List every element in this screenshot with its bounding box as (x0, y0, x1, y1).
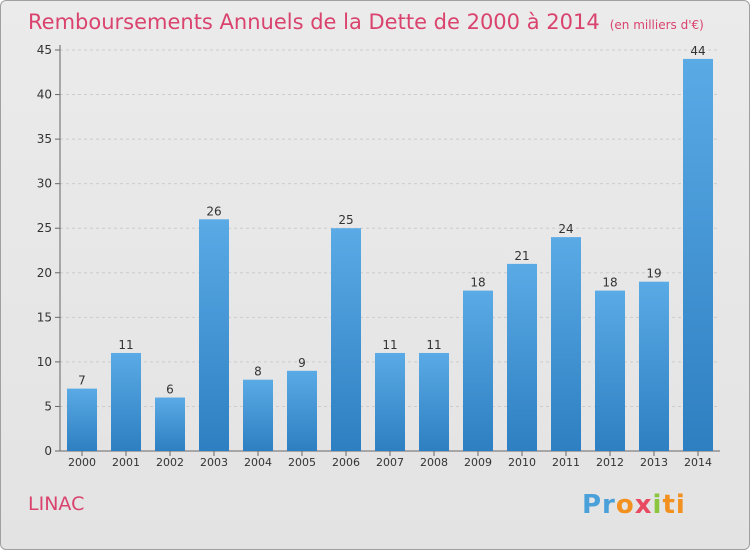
bar (243, 379, 273, 451)
x-tick-label: 2008 (420, 456, 448, 469)
bar-value-label: 9 (298, 356, 306, 370)
bar-value-label: 18 (602, 276, 617, 290)
logo-part: o (615, 490, 635, 520)
bar (199, 219, 229, 451)
y-tick-labels: 0 5 10 15 20 25 30 35 40 45 (37, 43, 52, 458)
x-tick-label: 2006 (332, 456, 360, 469)
logo-part: x (634, 490, 653, 520)
x-tick-label: 2005 (288, 456, 316, 469)
y-tick-label: 35 (37, 132, 52, 146)
bar-value-label: 7 (78, 374, 86, 388)
bar (683, 58, 713, 452)
y-tick-label: 5 (44, 399, 52, 413)
bar-value-label: 44 (690, 44, 705, 58)
x-tick-labels: 2000 2001 2002 2003 2004 2005 2006 2007 2008 2009… (68, 456, 712, 469)
y-tick-label: 10 (37, 355, 52, 369)
bar-value-label: 25 (338, 213, 353, 227)
bar-value-label: 8 (254, 365, 262, 379)
bar (375, 352, 405, 451)
x-tick-label: 2010 (508, 456, 536, 469)
x-tick-label: 2003 (200, 456, 228, 469)
y-tick-label: 30 (37, 177, 52, 191)
y-tick-label: 15 (37, 310, 52, 324)
bar (551, 237, 581, 451)
bar (111, 352, 141, 451)
bar-value-label: 24 (558, 222, 573, 236)
bar (595, 290, 625, 451)
x-tick-label: 2000 (68, 456, 96, 469)
bar (155, 397, 185, 451)
bar-value-label: 11 (382, 338, 397, 352)
x-tick-label: 2012 (596, 456, 624, 469)
x-tick-label: 2011 (552, 456, 580, 469)
y-tick-label: 25 (37, 221, 52, 235)
y-tick-label: 0 (44, 444, 52, 458)
y-tick-label: 20 (37, 266, 52, 280)
bar (331, 228, 361, 451)
proxiti-logo: Proxiti (582, 490, 686, 520)
logo-part: i (652, 490, 663, 520)
x-tick-label: 2013 (640, 456, 668, 469)
x-tick-label: 2002 (156, 456, 184, 469)
bar-value-label: 26 (206, 204, 221, 218)
x-tick-label: 2007 (376, 456, 404, 469)
x-tick-label: 2001 (112, 456, 140, 469)
chart-title-text: Remboursements Annuels de la Dette de 20… (28, 10, 600, 34)
bar (463, 290, 493, 451)
bar-value-labels: 7 11 6 26 8 9 25 11 11 18 21 24 18 19 44 (78, 44, 705, 397)
logo-part: Pr (582, 490, 616, 520)
place-name: LINAC (28, 493, 85, 515)
y-tick-label: 45 (37, 43, 52, 57)
bar (67, 388, 97, 451)
y-tick-label: 40 (37, 88, 52, 102)
bar (287, 370, 317, 451)
bar (507, 263, 537, 451)
bar-value-label: 11 (118, 338, 133, 352)
bar-value-label: 19 (646, 267, 661, 281)
chart-unit: (en milliers d'€) (609, 18, 704, 32)
bar-value-label: 21 (514, 249, 529, 263)
bar-value-label: 6 (166, 383, 174, 397)
bar-value-label: 18 (470, 276, 485, 290)
chart-title: Remboursements Annuels de la Dette de 20… (28, 6, 704, 38)
x-tick-label: 2009 (464, 456, 492, 469)
bar-value-label: 11 (426, 338, 441, 352)
bar (639, 281, 669, 451)
bar (419, 352, 449, 451)
logo-part: ti (662, 490, 686, 520)
x-tick-label: 2014 (684, 456, 712, 469)
bars (67, 58, 713, 452)
x-tick-label: 2004 (244, 456, 272, 469)
